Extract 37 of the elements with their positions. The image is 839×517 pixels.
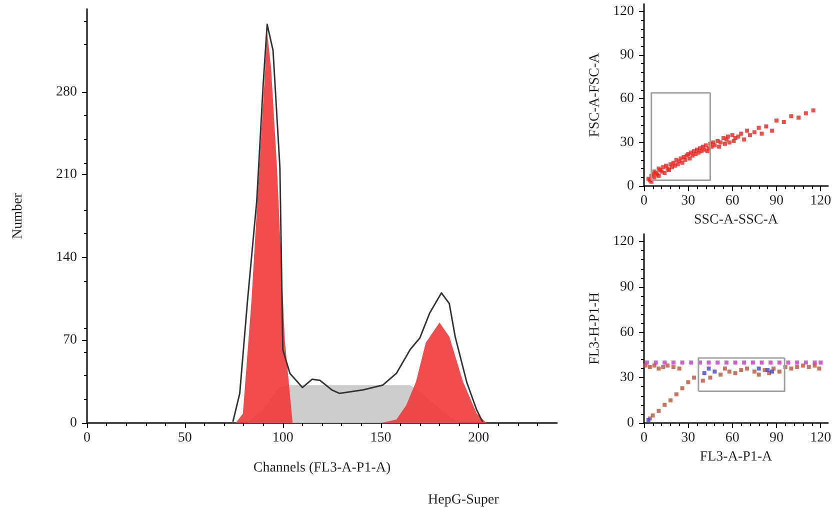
x-tick-label: 60 — [725, 430, 740, 446]
y-axis-title: Number — [10, 192, 26, 239]
y-tick-label: 60 — [620, 91, 634, 106]
text: HepG-Super — [428, 492, 500, 508]
y-tick-label: 140 — [56, 250, 77, 265]
x-tick-label: 30 — [681, 430, 696, 446]
y-axis-title: FSC-A-FSC-A — [588, 52, 603, 138]
x-axis-title: FL3-A-P1-A — [700, 449, 774, 464]
x-tick-label: 0 — [640, 194, 648, 209]
y-tick-label: 70 — [63, 332, 77, 348]
x-tick-label: 90 — [769, 430, 784, 446]
y-tick-label: 60 — [620, 324, 634, 340]
y-tick-label: 0 — [70, 416, 77, 430]
y-tick-label: 280 — [56, 84, 77, 100]
y-tick-label: 210 — [56, 167, 77, 182]
y-tick-label: 90 — [620, 279, 634, 294]
y-tick-label: 30 — [620, 370, 634, 386]
y-tick-label: 90 — [620, 47, 634, 62]
x-axis-title: SSC-A-SSC-A — [694, 212, 779, 228]
y-axis-title: FL3-H-P1-H — [588, 292, 603, 365]
y-tick-label: 0 — [627, 416, 634, 430]
y-tick-label: 120 — [613, 4, 634, 19]
y-tick-label: 30 — [620, 134, 634, 150]
x-tick-label: 150 — [370, 430, 392, 446]
x-tick-label: 120 — [810, 430, 832, 446]
x-tick-label: 0 — [84, 430, 90, 446]
x-tick-label: 100 — [272, 430, 294, 446]
x-tick-label: 60 — [725, 194, 740, 209]
y-tick-label: 120 — [613, 234, 634, 250]
x-tick-label: 120 — [810, 194, 832, 209]
x-axis-title: Channels (FL3-A-P1-A) — [253, 460, 391, 476]
x-tick-label: 90 — [769, 194, 784, 209]
y-tick-label: 0 — [627, 178, 634, 194]
x-tick-label: 50 — [178, 430, 192, 446]
x-tick-label: 30 — [681, 194, 696, 209]
x-tick-label: 0 — [640, 430, 648, 446]
x-tick-label: 200 — [468, 430, 490, 446]
